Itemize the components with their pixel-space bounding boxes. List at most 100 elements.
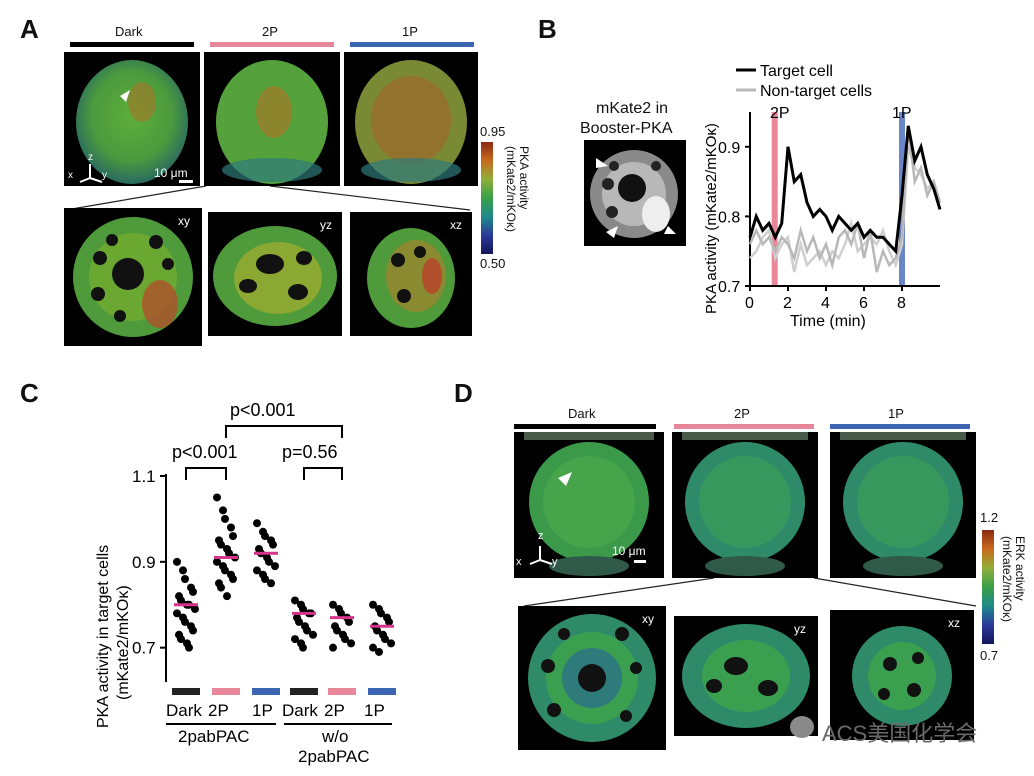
- data-point: [385, 617, 393, 626]
- x-tick-label: 2: [783, 295, 792, 312]
- data-point: [177, 635, 185, 644]
- cond-label-2: 2P: [208, 701, 229, 720]
- d-condition-bar-2p: [674, 424, 814, 429]
- erk-3d-image-1p: [830, 432, 976, 578]
- view-label-yz: yz: [320, 218, 332, 232]
- data-point: [295, 617, 303, 626]
- data-point: [261, 532, 269, 541]
- data-point: [221, 566, 229, 575]
- data-point: [177, 596, 185, 605]
- wechat-icon: [790, 716, 814, 738]
- d-condition-bar-dark: [514, 424, 656, 429]
- data-point: [227, 523, 235, 532]
- data-point: [269, 540, 277, 549]
- pka-colorbar-label: PKA activity (mKate2/mKOκ): [504, 146, 531, 233]
- data-point: [185, 643, 193, 652]
- data-point: [221, 514, 229, 523]
- panel-c-letter: C: [20, 378, 39, 408]
- condition-swatch: [252, 688, 280, 695]
- pka-3d-image-2p: [204, 52, 340, 186]
- erk-slice-yz: yz: [674, 616, 818, 736]
- data-point: [387, 639, 395, 648]
- erk-3d-image-2p: [672, 432, 818, 578]
- d-axis-z-label: z: [538, 530, 544, 542]
- d-axes-triad-icon: [529, 546, 553, 565]
- data-point: [369, 643, 377, 652]
- erk-colorbar-max: 1.2: [980, 510, 999, 525]
- pvalue-label-right: p=0.56: [282, 442, 338, 462]
- pka-3d-image-dark: 10 μm z x y: [64, 52, 200, 186]
- group-label-wo: w/o: [321, 727, 348, 746]
- scale-bar-label: 10 μm: [154, 166, 188, 180]
- pka-slice-yz: yz: [208, 212, 342, 336]
- axis-y-label: y: [102, 170, 107, 181]
- erk-colorbar-min: 0.7: [980, 648, 999, 663]
- data-point: [271, 562, 279, 571]
- pka-scatter-chart: 0.7 0.9 1.1 p<0.001 p<0.001 p=0.56 PKA act…: [95, 400, 396, 766]
- legend-nontarget-text: Non-target cells: [760, 83, 872, 100]
- data-point: [191, 605, 199, 614]
- data-point: [381, 635, 389, 644]
- data-point: [223, 592, 231, 601]
- data-point: [377, 609, 385, 618]
- d-view-label-xz: xz: [948, 616, 960, 630]
- chart-c-ylabel-2: (mKate2/mKOκ): [115, 585, 132, 700]
- data-point: [173, 557, 181, 566]
- watermark-text: ACS美国化学会: [822, 721, 978, 746]
- data-point: [261, 575, 269, 583]
- d-condition-label-2p: 2P: [734, 406, 750, 421]
- data-point: [213, 493, 221, 502]
- erk-slice-xy: xy: [518, 606, 666, 750]
- legend-target-text: Target cell: [760, 63, 833, 80]
- bracket-right: [303, 467, 343, 480]
- d-axis-x-label: x: [516, 556, 522, 568]
- data-point: [189, 626, 197, 635]
- d-condition-bar-1p: [830, 424, 970, 429]
- data-point: [181, 575, 189, 583]
- pvalue-label-top: p<0.001: [230, 400, 296, 420]
- pka-slice-xy: xy: [64, 208, 202, 346]
- data-point: [337, 609, 345, 618]
- booster-image-label-2: Booster-PKA: [580, 120, 673, 137]
- data-point: [303, 626, 311, 635]
- cond-label-6: 1P: [364, 701, 385, 720]
- stim-2p-label: 2P: [770, 105, 790, 122]
- x-tick-label: 0: [745, 295, 754, 312]
- bracket-left: [185, 467, 227, 480]
- bracket-top: [225, 425, 343, 438]
- condition-swatch: [212, 688, 240, 695]
- axis-x-label: x: [68, 170, 73, 181]
- data-point: [299, 643, 307, 652]
- data-point: [291, 596, 299, 605]
- d-view-label-xy: xy: [642, 612, 654, 626]
- erk-slice-xz: xz: [830, 610, 974, 740]
- data-point: [179, 566, 187, 575]
- data-point: [253, 566, 261, 575]
- c-y-tick-label: 0.7: [132, 639, 156, 658]
- erk-colorbar: [982, 530, 994, 644]
- chart-b-ylabel: PKA activity (mKate2/mKOκ): [703, 123, 720, 314]
- condition-label-2p: 2P: [262, 24, 278, 39]
- panel-d-letter: D: [454, 378, 473, 408]
- erk-3d-image-dark: 10 μm z x y: [514, 432, 664, 578]
- data-point: [333, 626, 341, 635]
- condition-bar-1p: [350, 42, 474, 47]
- stim-1p-label: 1P: [892, 105, 912, 122]
- data-point: [291, 635, 299, 644]
- panel-b-letter: B: [538, 14, 557, 44]
- data-point: [329, 643, 337, 652]
- condition-swatch: [368, 688, 396, 695]
- zoom-lines: [65, 186, 471, 211]
- x-tick-label: 8: [897, 295, 906, 312]
- pka-colorbar-max: 0.95: [480, 124, 506, 139]
- pvalue-label-left: p<0.001: [172, 442, 238, 462]
- data-point: [267, 579, 275, 588]
- data-point: [373, 626, 381, 635]
- scale-bar: [179, 180, 193, 183]
- group-label-left: 2pabPAC: [178, 727, 250, 746]
- data-point: [229, 575, 237, 583]
- chart-b-xlabel: Time (min): [790, 313, 866, 330]
- d-axis-y-label: y: [552, 556, 558, 568]
- axis-z-label: z: [88, 152, 93, 163]
- data-point: [213, 557, 221, 566]
